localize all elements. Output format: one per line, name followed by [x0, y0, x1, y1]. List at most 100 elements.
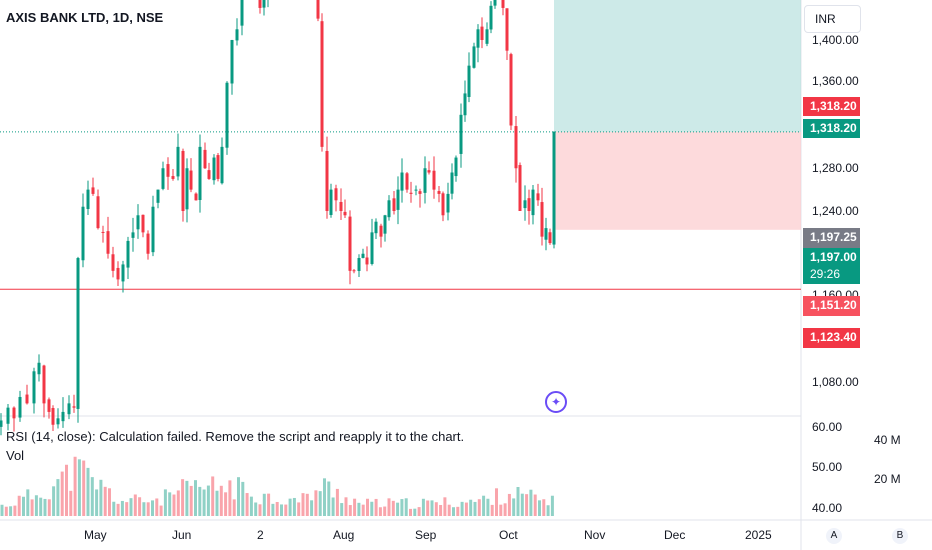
- volume-bar: [13, 505, 17, 516]
- time-label-aug: Aug: [333, 528, 355, 542]
- candle-body: [6, 407, 10, 424]
- volume-bar: [267, 493, 271, 516]
- volume-indicator-label[interactable]: Vol: [6, 448, 25, 463]
- volume-bar: [404, 498, 408, 516]
- candle-body: [72, 406, 76, 408]
- candle-body: [552, 131, 556, 245]
- volume-bar: [112, 501, 116, 516]
- auto-scale-button[interactable]: A: [826, 528, 842, 544]
- candle-body: [47, 399, 51, 412]
- candle-body: [151, 206, 155, 253]
- candle-body: [67, 403, 71, 415]
- volume-bar: [249, 496, 253, 516]
- volume-bar: [194, 480, 197, 516]
- volume-bar: [323, 478, 326, 516]
- candle-body: [405, 173, 409, 190]
- volume-bar: [516, 487, 520, 516]
- volume-bar: [129, 498, 133, 516]
- volume-bar: [550, 495, 554, 516]
- volume-bar: [168, 492, 172, 516]
- candle-body: [414, 189, 418, 191]
- volume-bar: [90, 477, 94, 516]
- candle-body: [540, 202, 544, 237]
- candle-body: [357, 258, 361, 271]
- volume-bar: [292, 497, 296, 516]
- volume-bar: [452, 507, 455, 516]
- volume-bar: [361, 504, 365, 516]
- volume-bar: [120, 500, 124, 516]
- candle-body: [480, 26, 484, 40]
- candle-body: [181, 150, 185, 211]
- candle-body: [216, 155, 220, 179]
- candle-body: [370, 232, 374, 264]
- candle-body: [32, 371, 36, 404]
- volume-bar: [155, 498, 159, 516]
- price-tag-last: 1,197.00: [803, 248, 860, 266]
- volume-bar: [159, 505, 163, 516]
- volume-bar: [108, 488, 111, 516]
- candle-body: [396, 189, 400, 210]
- volume-bar: [224, 492, 228, 516]
- candle-body: [91, 187, 95, 194]
- volume-bar: [116, 503, 120, 516]
- volume-bar: [482, 495, 486, 516]
- candle-body: [194, 193, 198, 201]
- candle-body: [141, 214, 145, 233]
- candle-body: [476, 29, 480, 48]
- candle-body: [459, 114, 463, 154]
- volume-bar: [99, 479, 103, 516]
- volume-bar: [443, 497, 447, 516]
- volume-bar: [340, 503, 344, 516]
- vol-tick-40m: 40 M: [874, 433, 901, 447]
- volume-bar: [185, 480, 189, 516]
- rsi-tick-40: 40.00: [812, 501, 843, 515]
- volume-bar: [17, 495, 21, 516]
- sparkle-icon[interactable]: ✦: [545, 391, 567, 413]
- rsi-tick-60: 60.00: [812, 420, 843, 434]
- volume-bar: [211, 476, 215, 516]
- chart-title: AXIS BANK LTD, 1D, NSE: [6, 10, 164, 25]
- rsi-tick-50: 50.00: [812, 460, 843, 474]
- currency-button[interactable]: INR: [804, 5, 861, 33]
- candle-body: [203, 149, 207, 169]
- candle-body: [25, 394, 29, 404]
- volume-bar: [529, 489, 533, 516]
- volume-bar: [245, 493, 249, 516]
- volume-bar: [262, 493, 266, 516]
- volume-bar: [275, 501, 279, 516]
- volume-bar: [73, 456, 77, 516]
- candle-body: [329, 189, 333, 215]
- candle-body: [514, 126, 518, 169]
- volume-bar: [39, 497, 43, 516]
- candle-body: [400, 172, 404, 191]
- rsi-indicator-label[interactable]: RSI (14, close): Calculation failed. Rem…: [6, 429, 465, 444]
- candle-body: [467, 65, 471, 97]
- candle-body: [225, 82, 229, 148]
- price-tick-1240: 1,240.00: [812, 204, 859, 218]
- candle-body: [531, 189, 535, 216]
- volume-bar: [335, 488, 339, 516]
- candle-body: [339, 201, 343, 211]
- candle-body: [61, 411, 65, 422]
- volume-bar: [417, 507, 421, 516]
- volume-bar: [219, 485, 223, 516]
- time-label-2025: 2025: [745, 528, 772, 542]
- volume-bar: [477, 499, 481, 516]
- candle-body: [423, 168, 427, 193]
- candle-body: [212, 157, 216, 181]
- candle-body: [121, 264, 125, 282]
- volume-bar: [421, 498, 425, 516]
- b-button[interactable]: B: [892, 528, 908, 544]
- candle-body: [509, 54, 513, 126]
- volume-bar: [396, 502, 400, 516]
- volume-bar: [430, 500, 434, 516]
- volume-bar: [357, 502, 361, 516]
- volume-bar: [305, 493, 309, 516]
- candle-body: [383, 215, 387, 234]
- volume-bar: [473, 501, 477, 516]
- volume-bar: [460, 501, 464, 516]
- time-label-oct: Oct: [499, 528, 518, 542]
- vol-tick-20m: 20 M: [874, 472, 901, 486]
